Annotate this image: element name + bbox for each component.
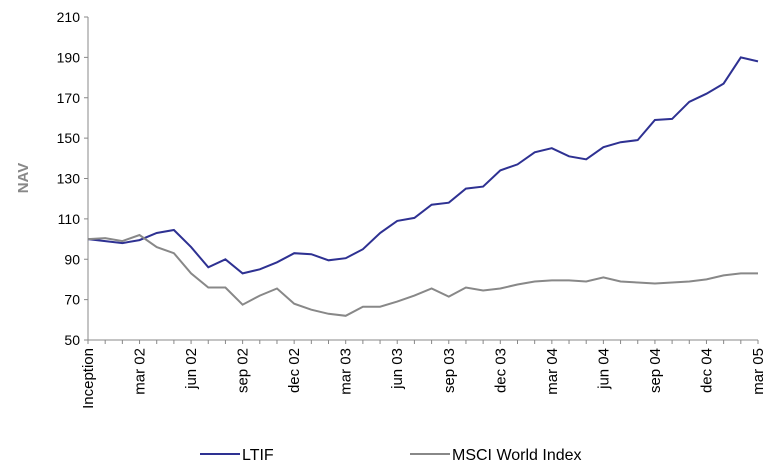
line-series — [87, 233, 758, 317]
legend-label: MSCI World Index — [452, 447, 582, 464]
y-tick-label: 70 — [64, 292, 80, 308]
legend-label: LTIF — [242, 447, 274, 464]
y-tick-label: 170 — [57, 90, 81, 106]
y-tick-label: 210 — [57, 9, 81, 25]
x-tick-label: sep 04 — [647, 348, 664, 393]
x-tick-label: dec 02 — [286, 348, 303, 393]
x-tick-label: jun 04 — [595, 348, 612, 390]
x-tick-label: sep 03 — [441, 348, 458, 393]
y-tick-label: 50 — [64, 332, 80, 348]
x-tick-label: mar 03 — [338, 348, 355, 395]
x-tick-label: sep 02 — [235, 348, 252, 393]
y-tick-label: 130 — [57, 171, 81, 187]
x-tick-label: mar 04 — [544, 348, 561, 395]
x-tick-label: dec 04 — [698, 348, 715, 393]
x-tick-label: jun 02 — [183, 348, 200, 390]
x-tick-label: Inception — [80, 348, 97, 409]
x-tick-label: mar 02 — [132, 348, 149, 395]
y-tick-label: 190 — [57, 49, 81, 65]
line-series — [87, 56, 759, 275]
y-axis-label: NAV — [15, 163, 32, 194]
y-tick-label: 150 — [57, 130, 81, 146]
x-tick-label: dec 03 — [492, 348, 509, 393]
y-tick-label: 110 — [58, 211, 81, 227]
x-tick-label: mar 05 — [750, 348, 763, 395]
x-tick-label: jun 03 — [389, 348, 406, 390]
y-tick-label: 90 — [64, 251, 80, 267]
